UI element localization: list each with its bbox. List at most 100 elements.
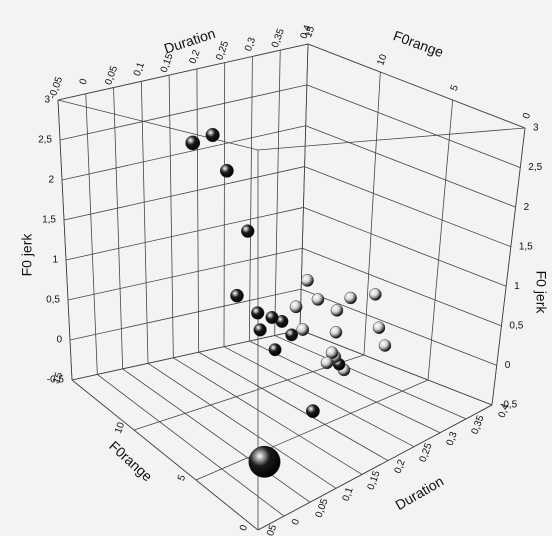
x-axis-title-bottom: Duration — [392, 473, 446, 513]
data-point — [305, 404, 320, 419]
data-point — [230, 288, 244, 303]
x-tick-label: 0,25 — [214, 39, 231, 61]
x-tick-label: 0,15 — [159, 52, 176, 74]
grid-line — [59, 84, 307, 141]
grid-line — [71, 379, 259, 531]
data-point — [265, 310, 279, 325]
grid-line — [173, 357, 363, 475]
data-point — [329, 326, 343, 339]
grid-line — [57, 99, 73, 381]
data-point — [372, 321, 386, 334]
x-tick-label: 0,05 — [103, 64, 120, 86]
y-tick-label-right: 2 — [524, 202, 530, 213]
grid-line — [113, 87, 124, 369]
data-point — [320, 356, 334, 370]
y-axis-title-right: F0 jerk — [533, 271, 549, 315]
z-tick-label: 15 — [303, 25, 317, 40]
x-tick-label: 0,3 — [243, 36, 258, 53]
grid-line — [303, 207, 507, 287]
grid-line — [168, 75, 174, 358]
grid-line — [196, 68, 200, 353]
x-tick-label: 0,4 — [299, 23, 314, 40]
x-tick-label-bottom: 0,25 — [418, 441, 435, 463]
y-tick-label-right: 2,5 — [528, 162, 542, 173]
grid-line — [97, 374, 285, 517]
data-point — [268, 343, 282, 357]
grid-line — [302, 247, 502, 327]
z-tick-label-bottom: 10 — [113, 421, 127, 436]
data-point — [248, 445, 281, 478]
grid-line — [147, 363, 337, 489]
z-tick-label: 0 — [521, 111, 533, 120]
grid-line — [223, 346, 415, 448]
x-axis-title: Duration — [162, 25, 217, 57]
y-tick-label: 1,5 — [42, 215, 56, 226]
z-axis-title: F0range — [391, 27, 446, 60]
grid-line — [299, 43, 309, 331]
grid-line — [307, 43, 526, 129]
grid-line — [248, 56, 253, 342]
grid-line — [69, 288, 302, 341]
data-point — [344, 291, 357, 305]
grid-line — [304, 166, 512, 248]
data-point — [325, 346, 339, 360]
grid-line — [61, 125, 306, 181]
y-tick-label: 2,5 — [38, 135, 52, 146]
x-tick-label: 0,35 — [270, 27, 287, 49]
grid-line — [306, 84, 521, 168]
z-tick-label-bottom: 15 — [51, 371, 65, 386]
x-tick-label-bottom: 0,1 — [341, 486, 356, 503]
data-point — [301, 274, 314, 287]
data-point — [369, 288, 382, 301]
grid-line — [140, 81, 149, 364]
z-tick-label-bottom: 5 — [176, 473, 188, 482]
x-tick-label-bottom: 0,2 — [393, 458, 408, 475]
x-tick-label-bottom: 0 — [290, 517, 302, 526]
grid-line — [491, 127, 526, 406]
x-tick-label: 0 — [78, 77, 90, 86]
grid-line — [67, 247, 303, 301]
x-tick-label-bottom: 0,4 — [497, 402, 512, 419]
y-tick-label: 0 — [56, 335, 62, 346]
grid-line — [249, 340, 441, 434]
y-axis-title: F0 jerk — [19, 233, 35, 277]
grid-line — [195, 379, 429, 481]
y-tick-label-right: -0,5 — [500, 400, 518, 411]
y-tick-label: 0,5 — [46, 295, 60, 306]
x-tick-label-bottom: 0,15 — [366, 469, 383, 491]
data-point — [241, 224, 255, 238]
grid-line — [63, 166, 305, 221]
grid-line — [257, 404, 493, 531]
data-point — [219, 163, 234, 178]
x-tick-label: 0,2 — [187, 48, 202, 65]
grid-line — [299, 329, 493, 406]
grid-line — [274, 335, 467, 420]
data-point — [285, 328, 299, 342]
x-tick-label-bottom: -0,05 — [261, 523, 279, 536]
grid-line — [274, 50, 281, 336]
box-edge — [257, 127, 526, 151]
y-tick-label: 1 — [52, 255, 58, 266]
grid-line — [65, 207, 304, 261]
y-tick-label-right: 3 — [533, 123, 539, 134]
grid-line — [427, 99, 454, 381]
grid-line — [57, 43, 309, 101]
grid-line — [198, 351, 389, 461]
y-tick-label: 2 — [48, 175, 54, 186]
data-point — [253, 323, 267, 337]
data-point — [378, 339, 392, 352]
z-tick-label: 5 — [449, 83, 461, 92]
grid-line — [71, 329, 301, 381]
grid-line — [223, 62, 226, 347]
grid-line — [305, 125, 516, 208]
data-point — [205, 127, 220, 143]
data-point — [251, 306, 265, 320]
y-tick-label-right: 0 — [505, 360, 511, 371]
z-tick-label: 10 — [375, 53, 389, 68]
data-point — [311, 293, 325, 306]
grid-line — [300, 288, 497, 366]
data-point — [289, 300, 303, 314]
y-tick-label-right: 1 — [514, 281, 520, 292]
grid-line — [363, 71, 381, 356]
